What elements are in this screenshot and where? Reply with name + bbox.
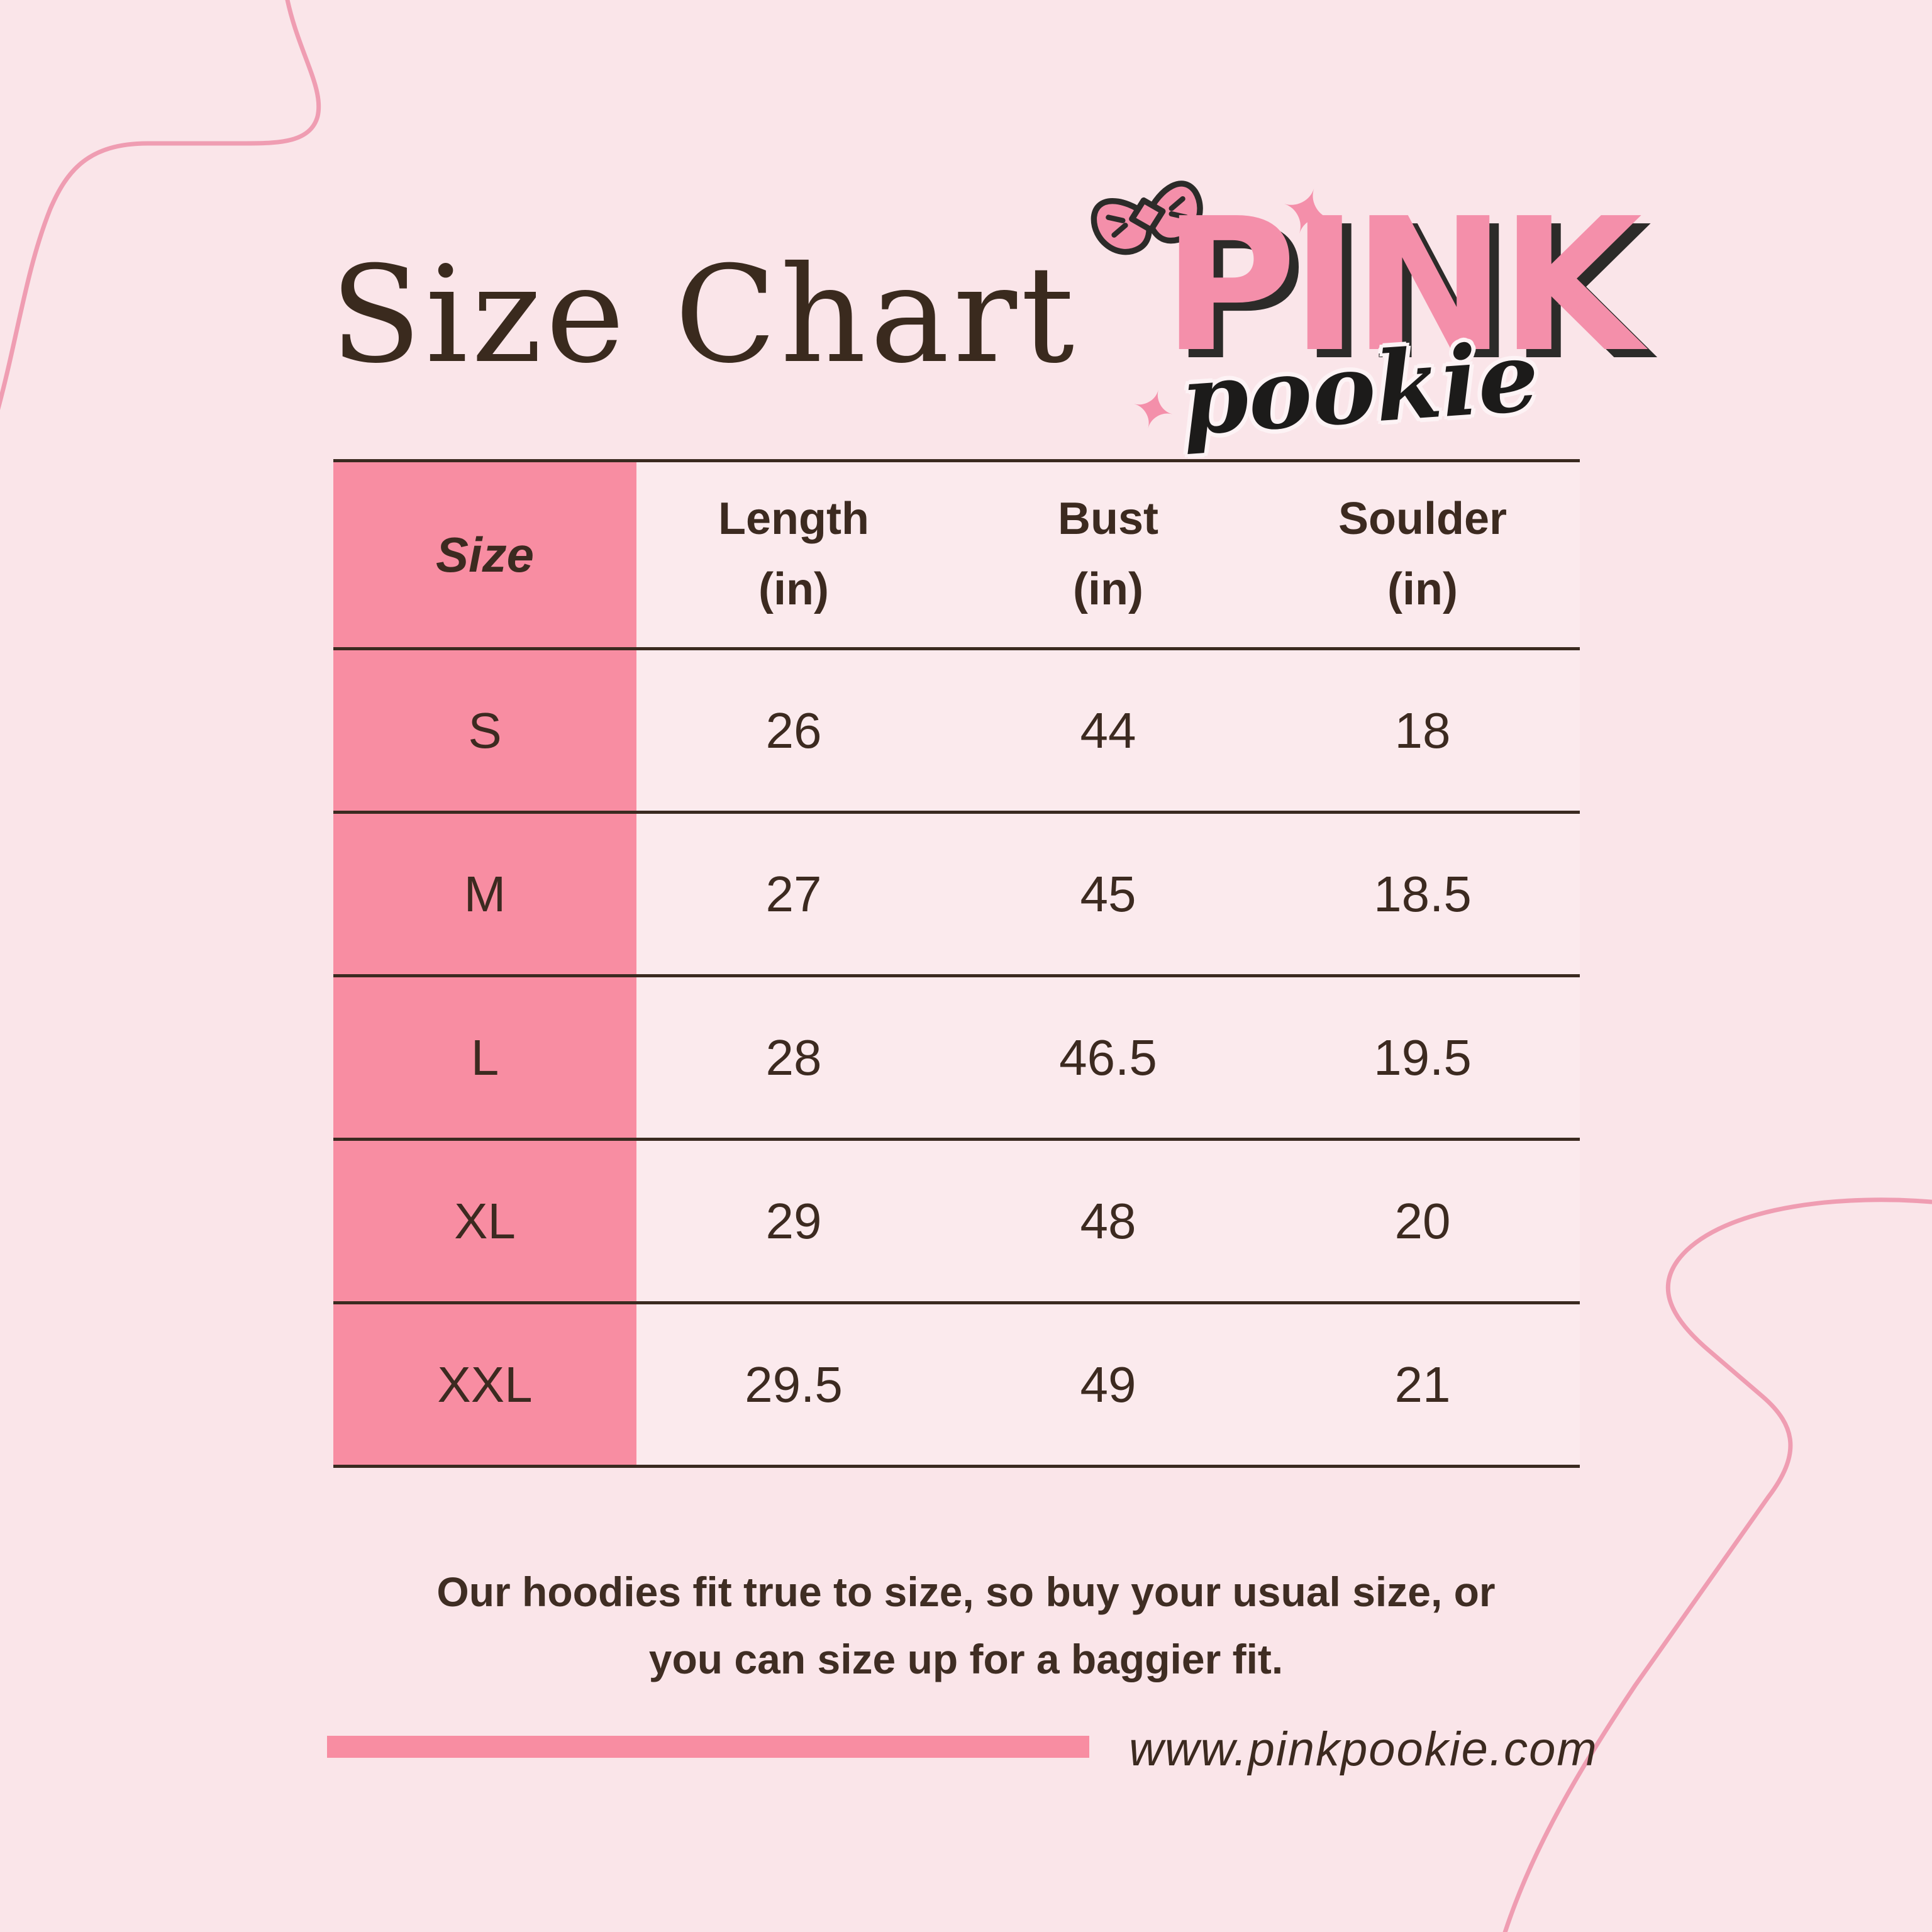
table-cell-size: M <box>333 814 636 977</box>
squiggle-bottom-right-icon <box>1502 1197 1932 1932</box>
header-unit: (in) <box>758 564 829 614</box>
squiggle-top-left-icon <box>0 0 321 411</box>
table-cell-shoulder: 18 <box>1265 650 1580 814</box>
website-url: www.pinkpookie.com <box>1129 1723 1598 1776</box>
logo-word-pink: PINK <box>1162 179 1642 392</box>
table-header-size: Size <box>333 459 636 650</box>
table-cell-size: S <box>333 650 636 814</box>
brand-logo: PINK pookie ✦ ✦ ✦ <box>1091 157 1642 459</box>
table-cell-bust: 45 <box>951 814 1265 977</box>
table-cell-bust: 48 <box>951 1141 1265 1304</box>
table-header-bust: Bust (in) <box>951 459 1265 650</box>
header-unit: (in) <box>1073 564 1143 614</box>
header-label: Size <box>435 526 535 582</box>
fit-note: Our hoodies fit true to size, so buy you… <box>0 1558 1932 1693</box>
page-title: Size Chart <box>330 237 1079 392</box>
header-label: Soulder <box>1338 494 1507 545</box>
table-header-length: Length (in) <box>636 459 951 650</box>
table-cell-bust: 44 <box>951 650 1265 814</box>
table-cell-shoulder: 19.5 <box>1265 977 1580 1141</box>
table-cell-bust: 46.5 <box>951 977 1265 1141</box>
fit-note-line1: Our hoodies fit true to size, so buy you… <box>436 1568 1496 1615</box>
table-cell-bust: 49 <box>951 1304 1265 1468</box>
bow-icon <box>1091 180 1203 255</box>
logo-word-pookie: pookie <box>1177 319 1543 457</box>
table-cell-length: 28 <box>636 977 951 1141</box>
table-cell-shoulder: 20 <box>1265 1141 1580 1304</box>
table-cell-length: 26 <box>636 650 951 814</box>
table-cell-size: XL <box>333 1141 636 1304</box>
table-cell-length: 29.5 <box>636 1304 951 1468</box>
table-cell-length: 29 <box>636 1141 951 1304</box>
table-cell-size: XXL <box>333 1304 636 1468</box>
fit-note-line2: you can size up for a baggier fit. <box>648 1635 1284 1682</box>
header-label: Length <box>718 494 869 545</box>
table-header-shoulder: Soulder (in) <box>1265 459 1580 650</box>
table-cell-shoulder: 21 <box>1265 1304 1580 1468</box>
sparkle-star-icon: ✦ <box>1124 375 1182 445</box>
table-cell-size: L <box>333 977 636 1141</box>
size-table: Size Length (in) Bust (in) Soulder (in) … <box>333 459 1580 1468</box>
table-cell-length: 27 <box>636 814 951 977</box>
footer-accent-bar <box>327 1736 1089 1758</box>
header-unit: (in) <box>1387 564 1458 614</box>
header-label: Bust <box>1058 494 1158 545</box>
table-cell-shoulder: 18.5 <box>1265 814 1580 977</box>
